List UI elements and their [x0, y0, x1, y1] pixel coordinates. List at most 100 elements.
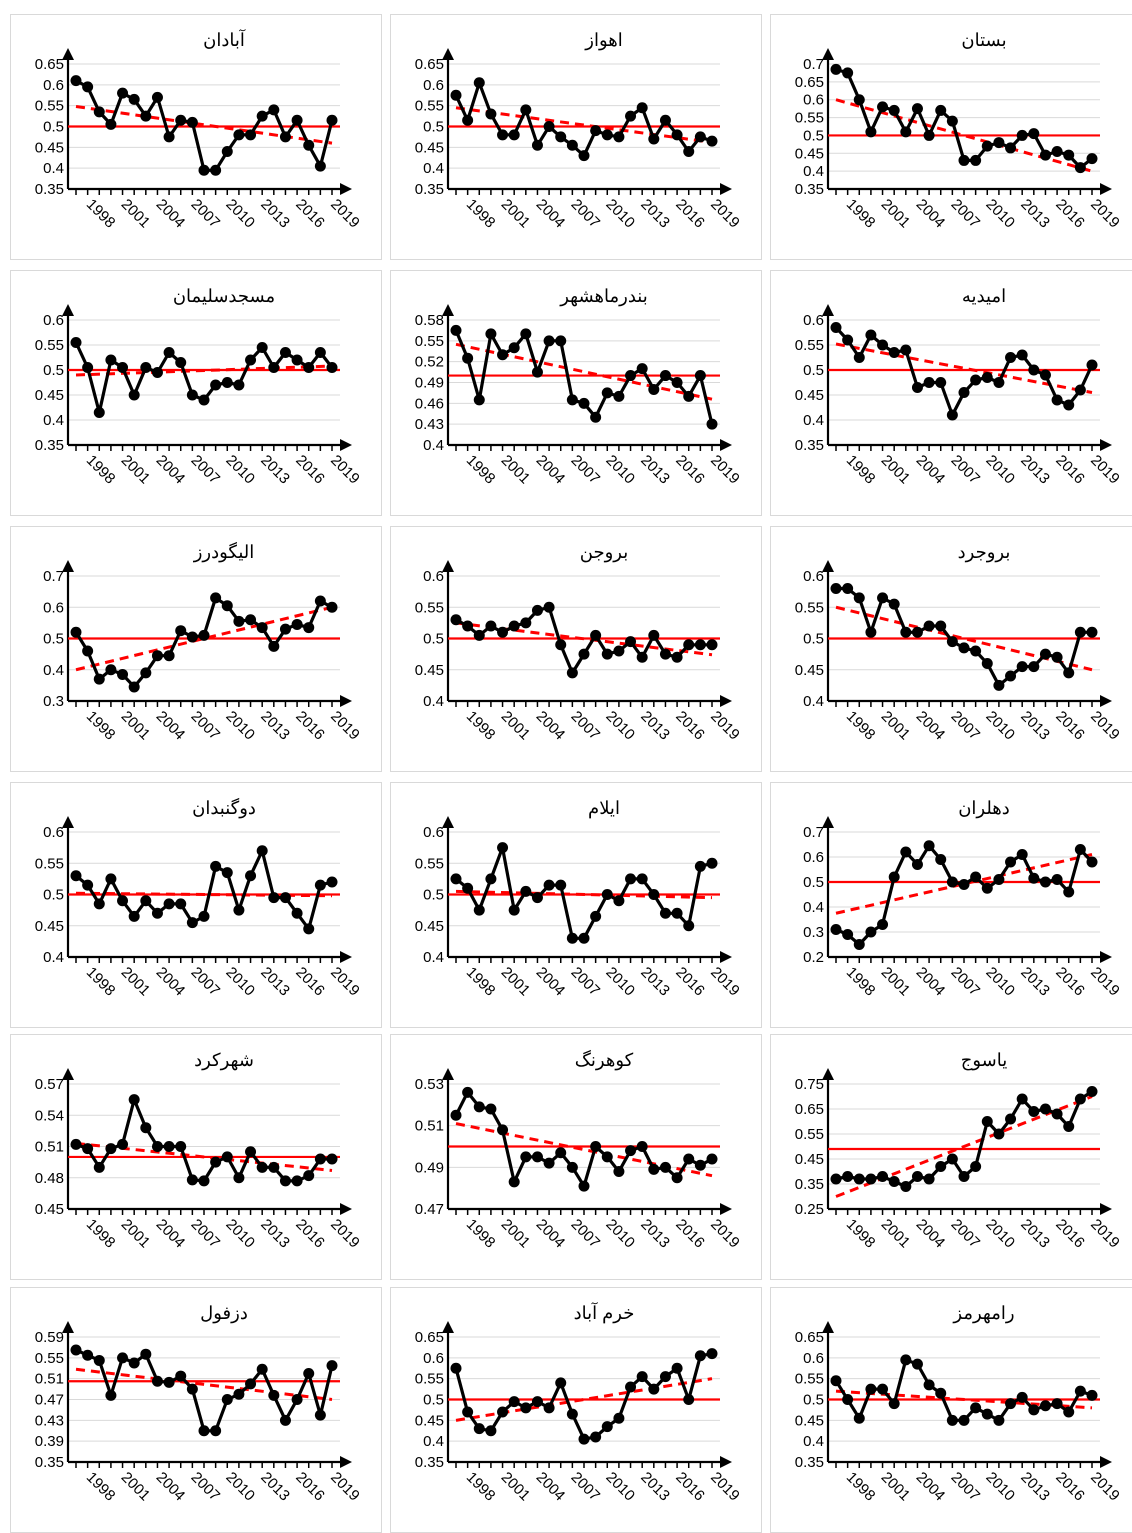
- y-tick-label: 0.65: [415, 1329, 444, 1346]
- y-tick-label: 0.35: [415, 1454, 444, 1471]
- data-point: [497, 842, 508, 853]
- data-point: [152, 1376, 163, 1387]
- data-point: [625, 111, 636, 122]
- y-tick-label: 0.4: [423, 949, 444, 966]
- y-tick-label: 0.4: [43, 160, 64, 177]
- data-point: [1075, 162, 1086, 173]
- data-point: [602, 387, 613, 398]
- data-point: [292, 115, 303, 126]
- data-point: [497, 1124, 508, 1135]
- data-point: [1087, 627, 1098, 638]
- data-point: [1075, 1094, 1086, 1105]
- data-point: [900, 1354, 911, 1365]
- data-point: [683, 391, 694, 402]
- y-tick-label: 0.55: [415, 855, 444, 872]
- data-point: [245, 1378, 256, 1389]
- panel-frame: [391, 527, 762, 772]
- data-point: [544, 335, 555, 346]
- data-point: [590, 911, 601, 922]
- data-point: [648, 134, 659, 145]
- data-point: [602, 649, 613, 660]
- data-point: [672, 129, 683, 140]
- panel-frame: [11, 783, 382, 1028]
- data-point: [947, 116, 958, 127]
- data-point: [509, 342, 520, 353]
- data-point: [660, 1162, 671, 1173]
- y-tick-label: 0.52: [415, 354, 444, 371]
- data-point: [889, 1398, 900, 1409]
- data-point: [222, 1151, 233, 1162]
- y-tick-label: 0.6: [43, 77, 64, 94]
- data-point: [327, 362, 338, 373]
- y-tick-label: 0.45: [795, 145, 824, 162]
- y-tick-label: 0.57: [35, 1076, 64, 1093]
- y-tick-label: 0.58: [415, 312, 444, 329]
- data-point: [485, 1425, 496, 1436]
- data-point: [567, 140, 578, 151]
- data-point: [257, 622, 268, 633]
- data-point: [497, 349, 508, 360]
- data-point: [532, 367, 543, 378]
- data-point: [982, 883, 993, 894]
- data-point: [233, 129, 244, 140]
- data-point: [707, 1154, 718, 1165]
- data-point: [520, 1402, 531, 1413]
- data-point: [959, 879, 970, 890]
- data-point: [451, 614, 462, 625]
- y-tick-label: 0.4: [423, 160, 444, 177]
- data-point: [613, 1166, 624, 1177]
- y-tick-label: 0.45: [35, 387, 64, 404]
- data-point: [509, 129, 520, 140]
- data-point: [912, 1171, 923, 1182]
- y-tick-label: 0.35: [795, 1454, 824, 1471]
- data-point: [648, 630, 659, 641]
- data-point: [935, 854, 946, 865]
- data-point: [579, 1181, 590, 1192]
- data-point: [602, 889, 613, 900]
- data-point: [199, 630, 210, 641]
- y-tick-label: 0.45: [35, 1201, 64, 1218]
- data-point: [579, 933, 590, 944]
- data-point: [71, 1345, 82, 1356]
- chart-title: بندرماهشهر: [559, 286, 648, 307]
- y-tick-label: 0.55: [795, 110, 824, 127]
- data-point: [590, 125, 601, 136]
- data-point: [187, 117, 198, 128]
- data-point: [303, 1170, 314, 1181]
- data-point: [831, 583, 842, 594]
- data-point: [451, 1363, 462, 1374]
- data-point: [71, 870, 82, 881]
- chart-title: یاسوج: [961, 1050, 1008, 1071]
- data-point: [1087, 857, 1098, 868]
- data-point: [94, 674, 105, 685]
- data-point: [637, 1141, 648, 1152]
- data-point: [117, 895, 128, 906]
- data-point: [1028, 873, 1039, 884]
- y-tick-label: 0.51: [415, 1118, 444, 1135]
- data-point: [175, 115, 186, 126]
- data-point: [544, 880, 555, 891]
- data-point: [993, 377, 1004, 388]
- data-point: [1028, 1106, 1039, 1117]
- data-point: [509, 1396, 520, 1407]
- data-point: [1052, 395, 1063, 406]
- data-point: [152, 367, 163, 378]
- data-point: [82, 362, 93, 373]
- y-tick-label: 0.55: [795, 1371, 824, 1388]
- y-tick-label: 0.5: [43, 119, 64, 136]
- data-point: [567, 1162, 578, 1173]
- y-tick-label: 0.49: [415, 1159, 444, 1176]
- data-point: [462, 115, 473, 126]
- data-point: [474, 1423, 485, 1434]
- data-point: [579, 150, 590, 161]
- data-point: [71, 627, 82, 638]
- data-point: [129, 390, 140, 401]
- data-point: [1040, 649, 1051, 660]
- data-point: [105, 355, 116, 366]
- y-tick-label: 0.65: [795, 1329, 824, 1346]
- data-point: [129, 1094, 140, 1105]
- data-point: [315, 1154, 326, 1165]
- data-point: [613, 646, 624, 657]
- data-point: [303, 1368, 314, 1379]
- data-point: [327, 877, 338, 888]
